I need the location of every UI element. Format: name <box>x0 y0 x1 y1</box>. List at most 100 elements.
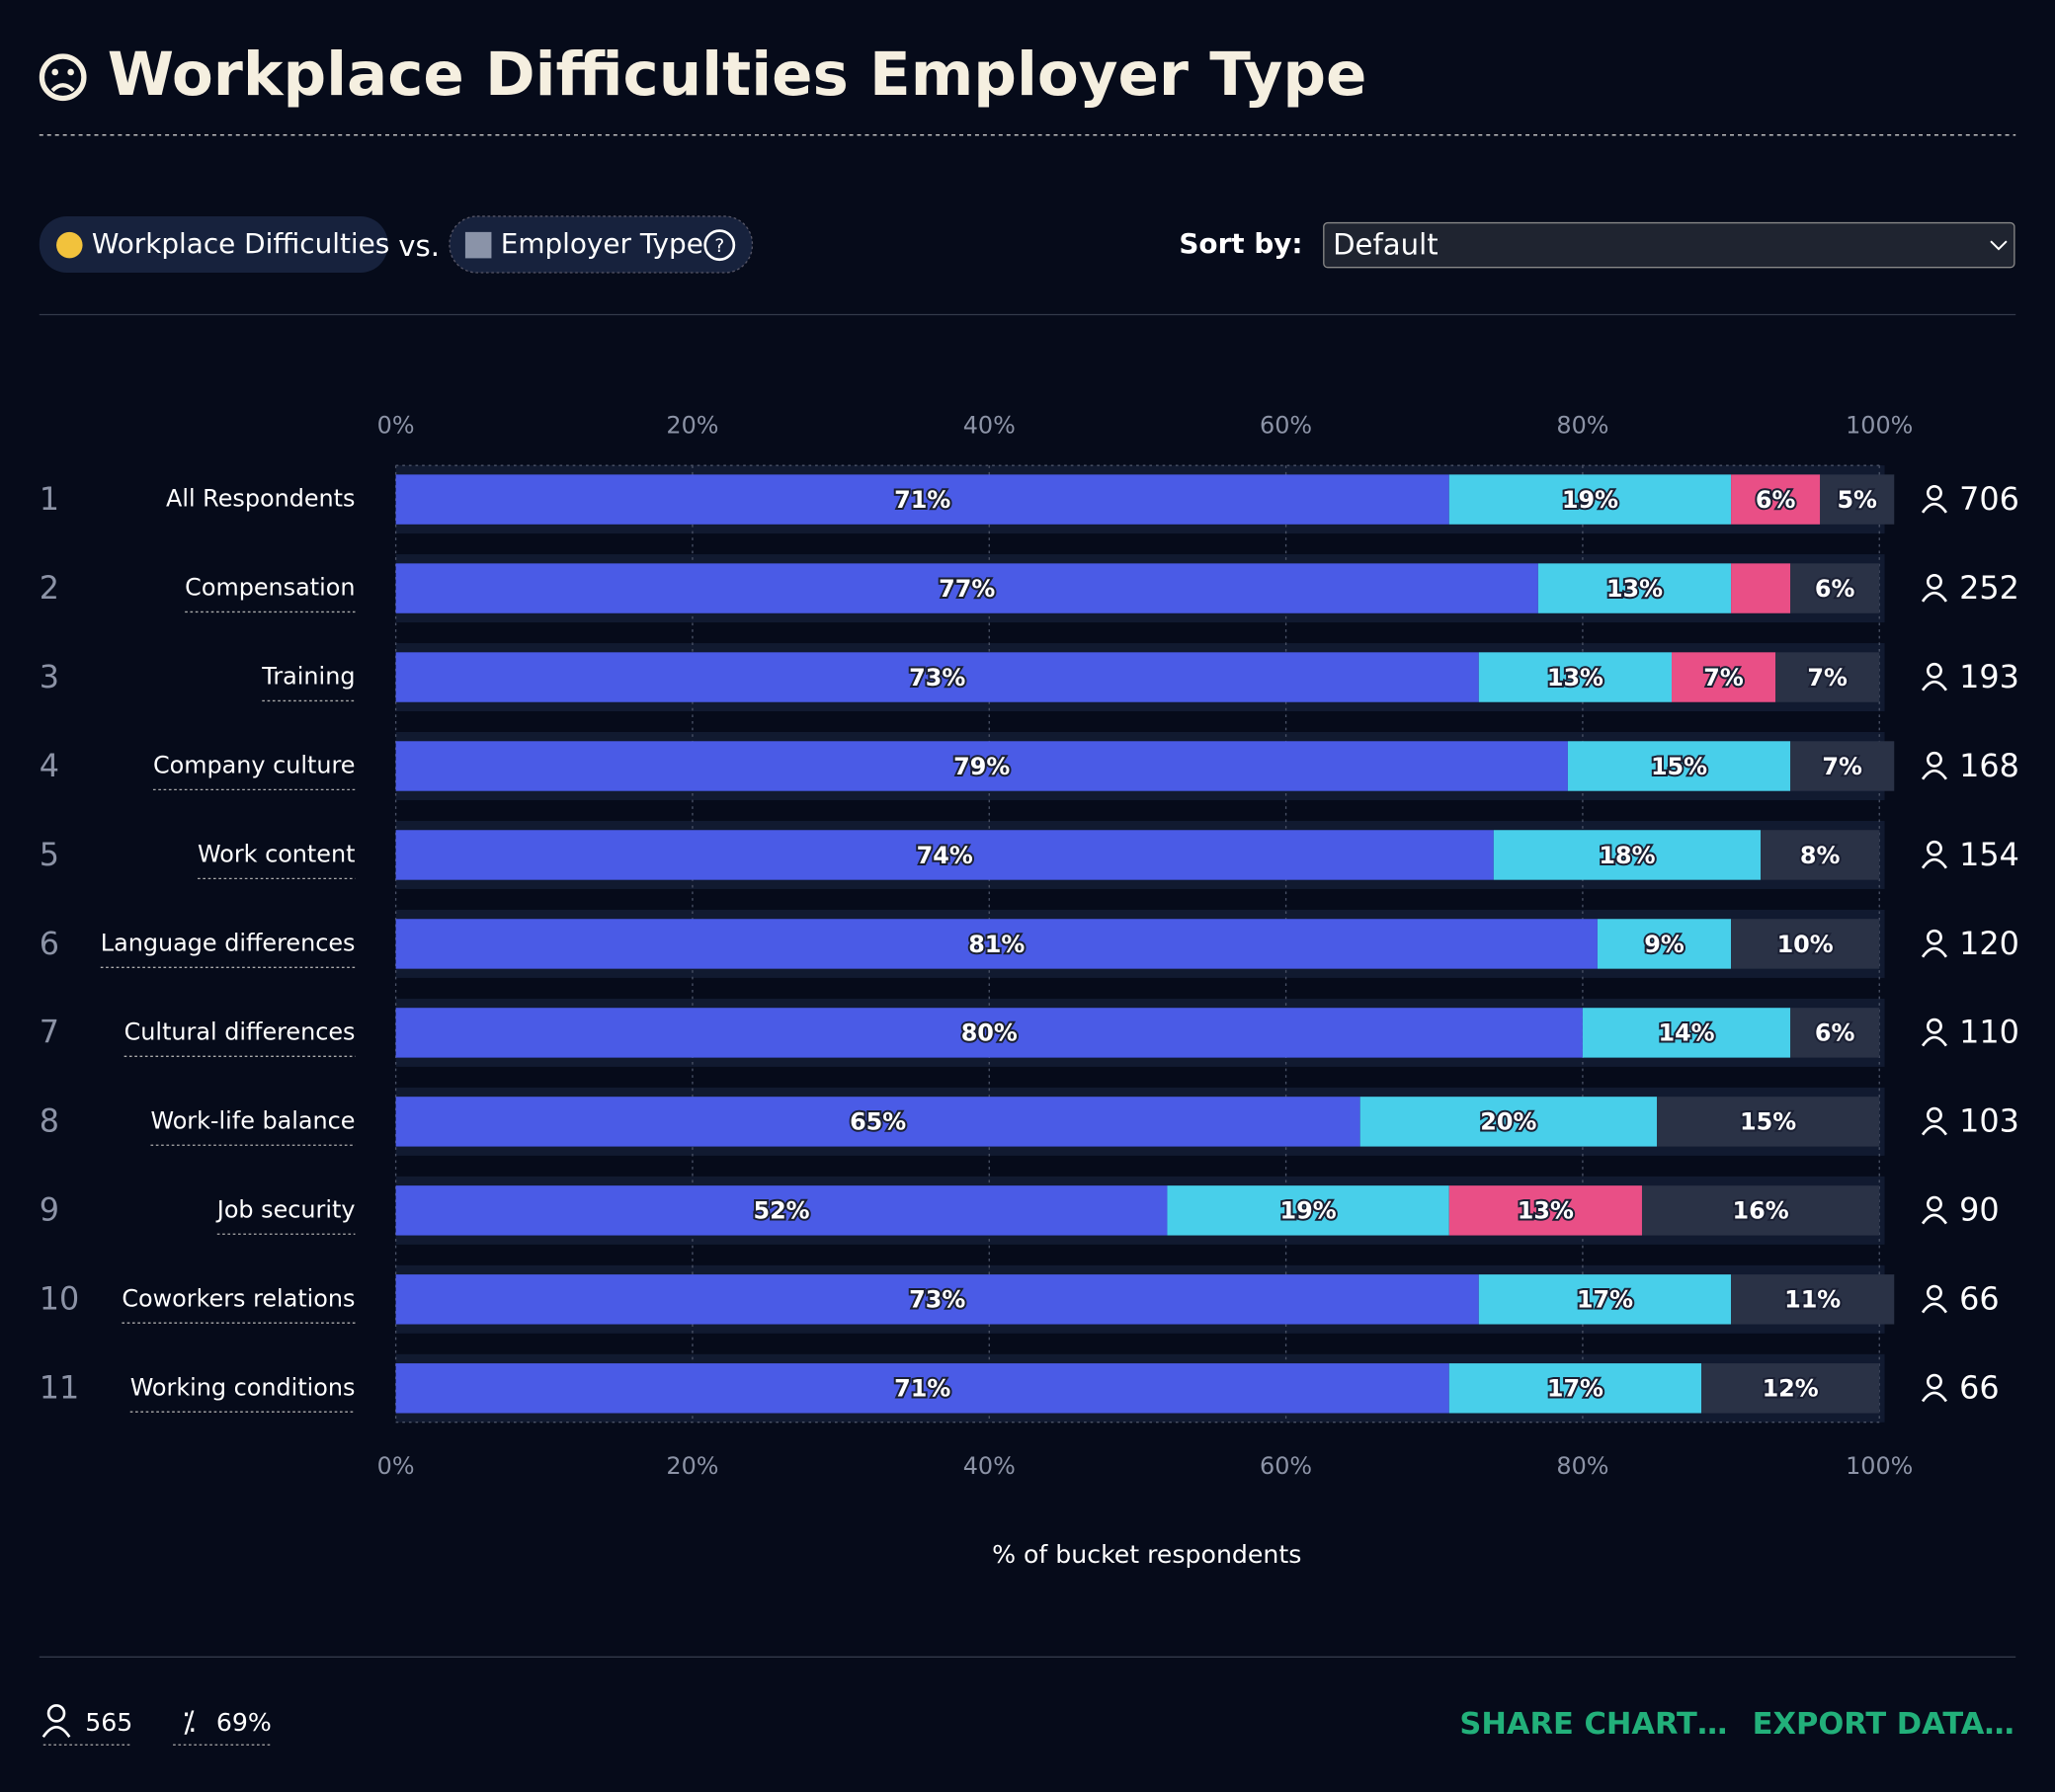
bar-segment <box>1672 652 1776 702</box>
value-label: 17% <box>1547 1375 1603 1403</box>
respondent-count: 154 <box>1959 836 2019 873</box>
value-label: 6% <box>1756 486 1796 514</box>
person-icon <box>1921 1124 1947 1136</box>
respondent-count: 252 <box>1959 569 2019 607</box>
category-label: Working conditions <box>130 1373 356 1401</box>
sort-value: Default <box>1333 227 1438 261</box>
bar-segment <box>395 1274 1479 1325</box>
x-tick-label: 100% <box>1846 411 1913 439</box>
value-label: 18% <box>1599 842 1655 869</box>
x-tick-label: 20% <box>666 411 718 439</box>
help-icon[interactable] <box>703 229 736 262</box>
value-label: 79% <box>953 753 1010 780</box>
x-tick-label: 0% <box>377 411 415 439</box>
x-tick-label: 100% <box>1846 1452 1913 1480</box>
emoji <box>464 231 492 259</box>
row-number: 3 <box>40 658 59 695</box>
x-tick-label: 0% <box>377 1452 415 1480</box>
bar-segment <box>1567 741 1791 791</box>
value-label: 65% <box>850 1108 906 1136</box>
value-label: 77% <box>939 575 995 603</box>
category-label: Cultural differences <box>124 1018 356 1045</box>
value-label: 8% <box>1800 842 1841 869</box>
value-label: 9% <box>1644 931 1685 958</box>
bar-segment <box>1582 1008 1791 1058</box>
bar-segment <box>395 741 1568 791</box>
value-label: 6% <box>1815 1019 1855 1047</box>
export-button[interactable]: EXPORT DATA… <box>1753 1707 2014 1742</box>
value-label: 7% <box>1822 753 1862 780</box>
x-tick-label: 40% <box>963 1452 1016 1480</box>
category-label: Training <box>261 663 355 691</box>
bar-segment <box>1790 563 1880 613</box>
bar-segment <box>1731 1274 1895 1325</box>
vs-text: vs. <box>398 229 440 263</box>
bar-segment <box>1731 474 1821 525</box>
value-label: 12% <box>1763 1375 1819 1403</box>
category-label: Language differences <box>101 929 356 956</box>
value-label: 71% <box>894 1375 950 1403</box>
bar-segment <box>1656 1097 1880 1147</box>
bar-segment <box>1493 830 1762 880</box>
footer-respondents: 565 <box>85 1708 132 1737</box>
person-icon <box>1926 1284 1942 1301</box>
value-label: 81% <box>968 931 1025 958</box>
bar-segment <box>395 830 1494 880</box>
person-icon <box>41 1726 71 1739</box>
bar-segment <box>1775 652 1880 702</box>
respondent-count: 66 <box>1959 1369 2000 1407</box>
bar-segment <box>1731 919 1880 969</box>
bar-segment <box>395 1185 1168 1236</box>
sort-select[interactable] <box>1323 221 2015 269</box>
bar-segment <box>1761 830 1880 880</box>
person-icon <box>1921 857 1947 869</box>
bar-segment <box>395 1008 1583 1058</box>
pill[interactable] <box>449 215 754 274</box>
value-label: 13% <box>1606 575 1663 603</box>
bar-segment <box>1167 1185 1449 1236</box>
person-icon <box>1926 1373 1942 1390</box>
person-icon <box>1926 662 1942 679</box>
row-number: 8 <box>40 1102 59 1140</box>
person-icon <box>1926 929 1942 945</box>
category-label: Company culture <box>153 751 356 778</box>
person-icon <box>1926 1195 1942 1212</box>
frown-eye <box>51 68 59 76</box>
value-label: 52% <box>753 1197 809 1225</box>
x-tick-label: 60% <box>1260 1452 1312 1480</box>
bar-segment <box>1537 563 1732 613</box>
share-button[interactable]: SHARE CHART… <box>1459 1707 1727 1742</box>
value-label: 11% <box>1784 1286 1841 1314</box>
pill[interactable] <box>39 215 388 274</box>
person-icon <box>1926 573 1942 590</box>
value-label: 7% <box>1703 664 1744 692</box>
value-label: 17% <box>1577 1286 1633 1314</box>
page-title: Workplace Difficulties Employer Type <box>108 40 1367 110</box>
row-number: 6 <box>40 925 59 962</box>
value-label: 19% <box>1562 486 1618 514</box>
row-number: 5 <box>40 836 59 873</box>
person-icon <box>1926 751 1942 768</box>
person-icon <box>1926 1106 1942 1123</box>
person-icon <box>1921 1035 1947 1047</box>
bar-segment <box>395 919 1598 969</box>
value-label: 15% <box>1651 753 1707 780</box>
chevron <box>1990 240 2008 251</box>
bar-segment <box>1597 919 1732 969</box>
pill-text: Employer Type <box>501 227 703 260</box>
value-label: 13% <box>1518 1197 1574 1225</box>
frown-eye <box>67 68 74 76</box>
respondent-count: 193 <box>1959 658 2019 695</box>
person-icon <box>1921 591 1947 603</box>
bar-segment <box>1448 474 1732 525</box>
bar-segment <box>395 1097 1360 1147</box>
value-label: 20% <box>1480 1108 1536 1136</box>
bar-segment <box>1448 1363 1702 1414</box>
category-label: All Respondents <box>166 485 355 513</box>
bar-segment <box>1701 1363 1880 1414</box>
bar-segment <box>395 563 1538 613</box>
bar-segment <box>1448 1185 1642 1236</box>
bar-segment <box>1641 1185 1880 1236</box>
respondent-count: 90 <box>1959 1191 2000 1229</box>
